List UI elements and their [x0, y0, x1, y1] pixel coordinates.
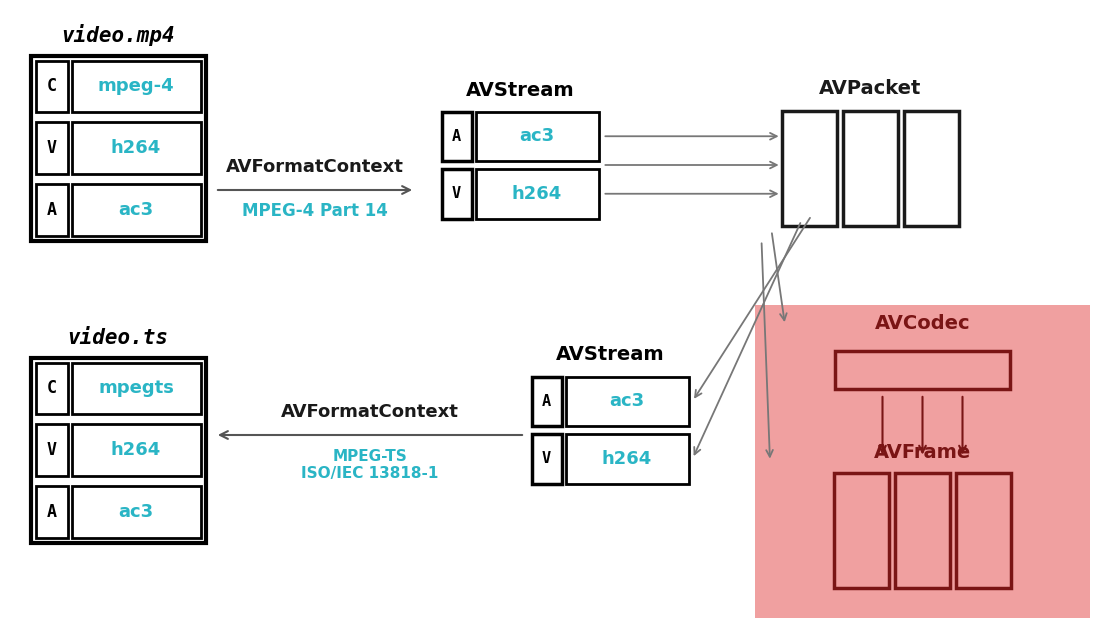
Bar [442, 169, 472, 219]
Bar [36, 122, 68, 174]
Text: mpegts: mpegts [98, 379, 174, 398]
Bar [475, 112, 599, 161]
Text: ac3: ac3 [610, 392, 644, 410]
Text: ac3: ac3 [118, 201, 154, 219]
Text: V: V [47, 441, 57, 459]
Text: V: V [452, 186, 461, 201]
Text: MPEG-TS
ISO/IEC 13818-1: MPEG-TS ISO/IEC 13818-1 [302, 449, 439, 481]
Text: h264: h264 [111, 139, 161, 157]
Text: V: V [47, 139, 57, 157]
Text: V: V [542, 451, 551, 466]
Bar [565, 377, 689, 426]
Bar [532, 377, 561, 426]
Bar [956, 472, 1011, 588]
Bar [755, 305, 1090, 618]
Bar [904, 110, 958, 226]
Text: AVFormatContext: AVFormatContext [282, 403, 459, 421]
Text: h264: h264 [512, 184, 562, 203]
Text: h264: h264 [111, 441, 161, 459]
Text: C: C [47, 379, 57, 398]
Text: MPEG-4 Part 14: MPEG-4 Part 14 [242, 202, 388, 220]
Bar [36, 60, 68, 112]
Text: A: A [47, 201, 57, 219]
Bar [36, 486, 68, 538]
Bar [71, 363, 200, 414]
Bar [30, 358, 206, 543]
Text: video.mp4: video.mp4 [61, 23, 175, 46]
Bar [71, 122, 200, 174]
Text: AVFrame: AVFrame [874, 444, 972, 462]
Text: AVPacket: AVPacket [819, 79, 922, 98]
Text: h264: h264 [602, 450, 652, 468]
Bar [36, 424, 68, 476]
Bar [781, 110, 837, 226]
Text: video.ts: video.ts [68, 328, 168, 347]
Bar [71, 60, 200, 112]
Text: AVCodec: AVCodec [875, 314, 971, 333]
Bar [895, 472, 951, 588]
Bar [71, 486, 200, 538]
Text: AVStream: AVStream [555, 346, 664, 365]
Bar [843, 110, 897, 226]
Bar [36, 363, 68, 414]
Text: A: A [452, 129, 461, 144]
Bar [835, 351, 1009, 389]
Text: C: C [47, 77, 57, 95]
Text: ac3: ac3 [520, 127, 554, 145]
Bar [30, 56, 206, 240]
Bar [834, 472, 889, 588]
Bar [71, 184, 200, 235]
Bar [532, 434, 561, 484]
Text: AVStream: AVStream [465, 81, 574, 100]
Bar [71, 424, 200, 476]
Text: A: A [542, 394, 551, 409]
Text: AVFormatContext: AVFormatContext [226, 158, 404, 176]
Bar [442, 112, 472, 161]
Text: mpeg-4: mpeg-4 [98, 77, 175, 95]
Text: ac3: ac3 [118, 503, 154, 521]
Text: A: A [47, 503, 57, 521]
Bar [475, 169, 599, 219]
Bar [565, 434, 689, 484]
Bar [36, 184, 68, 235]
